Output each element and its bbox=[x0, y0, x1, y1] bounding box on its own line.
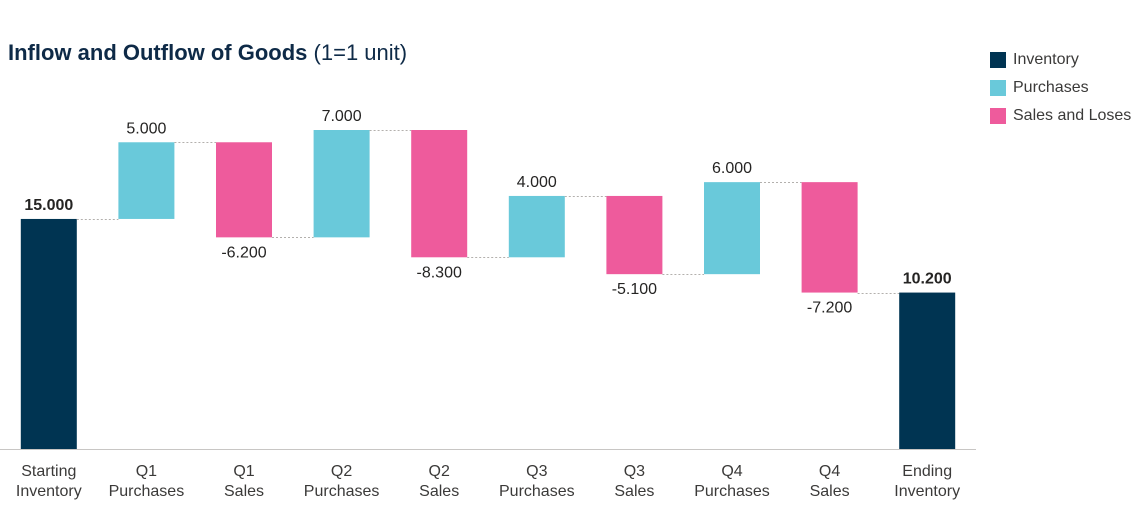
bar bbox=[313, 130, 370, 238]
bar bbox=[20, 218, 77, 449]
x-tick-label: Q4 Purchases bbox=[694, 463, 770, 500]
data-label: -7.200 bbox=[807, 300, 852, 317]
legend-swatch bbox=[990, 108, 1006, 124]
data-label: 4.000 bbox=[517, 174, 557, 191]
legend-item: Inventory bbox=[990, 51, 1079, 69]
legend-item: Purchases bbox=[990, 79, 1089, 97]
data-label: -5.100 bbox=[612, 281, 657, 298]
x-tick-label: Starting Inventory bbox=[15, 463, 82, 500]
legend-item: Sales and Loses bbox=[990, 107, 1131, 125]
data-label: 10.200 bbox=[903, 271, 952, 288]
x-tick-label: Q3 Sales bbox=[614, 463, 655, 500]
data-label: 15.000 bbox=[24, 197, 73, 214]
bar bbox=[801, 182, 858, 293]
x-tick-label: Q4 Sales bbox=[809, 463, 850, 500]
legend-swatch bbox=[990, 52, 1006, 68]
bar bbox=[411, 130, 468, 258]
data-label: 7.000 bbox=[322, 108, 362, 125]
data-label: 5.000 bbox=[126, 120, 166, 137]
bar bbox=[606, 195, 663, 275]
bar bbox=[118, 142, 175, 219]
x-tick-label: Q3 Purchases bbox=[499, 463, 575, 500]
x-tick-label: Q2 Purchases bbox=[303, 463, 380, 500]
bar bbox=[216, 142, 272, 238]
chart-title: Inflow and Outflow of Goods bbox=[8, 40, 308, 65]
x-tick-label: Q2 Sales bbox=[419, 463, 460, 500]
data-label: -8.300 bbox=[417, 264, 462, 281]
bar bbox=[704, 182, 760, 275]
legend-label: Inventory bbox=[1013, 51, 1079, 68]
x-tick-label: Q1 Sales bbox=[223, 463, 265, 500]
data-label: -6.200 bbox=[221, 244, 266, 261]
legend-label: Sales and Loses bbox=[1013, 107, 1132, 124]
x-tick-label: Q1 Purchases bbox=[108, 463, 185, 500]
bar bbox=[899, 292, 956, 449]
data-label: 6.000 bbox=[712, 160, 752, 177]
legend-swatch bbox=[990, 80, 1006, 96]
title-block: Inflow and Outflow of Goods (1=1 unit) bbox=[8, 40, 407, 66]
bar bbox=[508, 195, 565, 258]
legend-label: Purchases bbox=[1013, 79, 1089, 96]
chart-subtitle: (1=1 unit) bbox=[313, 40, 408, 65]
x-tick-label: Ending Inventory bbox=[894, 463, 961, 500]
